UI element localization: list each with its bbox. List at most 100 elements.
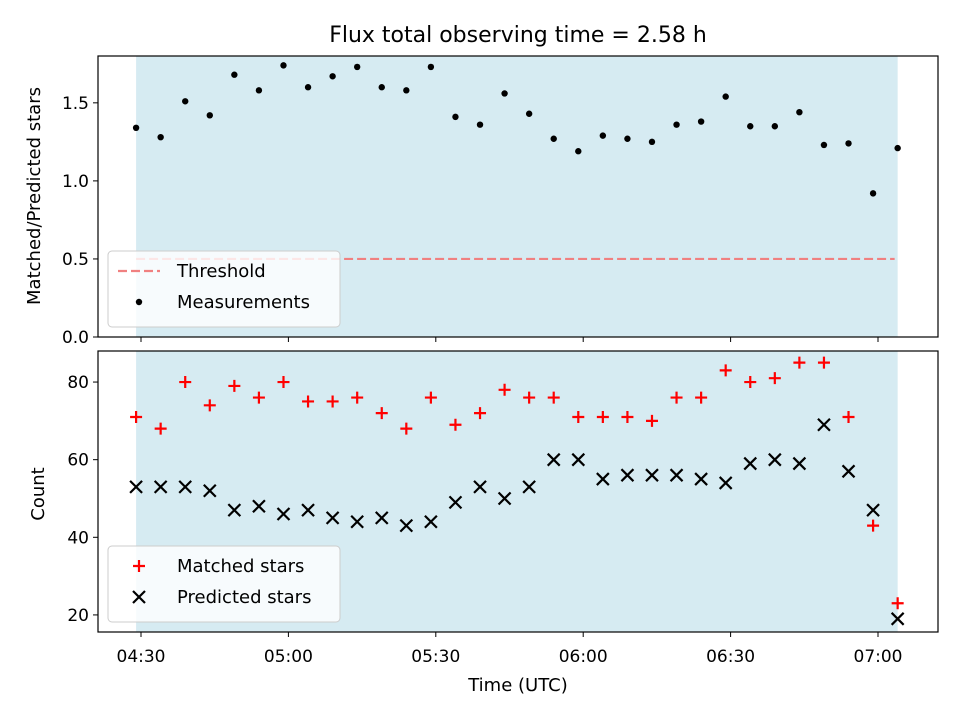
top-point: [673, 121, 680, 128]
bottom-series-1: [129, 417, 905, 626]
bottom-point: [522, 480, 536, 494]
top-point: [329, 73, 336, 80]
top-point: [304, 84, 312, 91]
bottom-point: [351, 391, 364, 404]
bottom-y-tick-label: 40: [67, 528, 89, 548]
bottom-point: [866, 503, 880, 517]
top-point: [869, 190, 877, 197]
top-point: [501, 90, 508, 97]
bottom-point: [547, 391, 560, 404]
bottom-point: [350, 514, 364, 529]
bottom-point: [817, 417, 831, 432]
bottom-point: [301, 503, 315, 517]
top-point: [796, 109, 803, 116]
top-y-tick-label: 0.5: [62, 250, 89, 270]
bottom-point: [424, 391, 437, 404]
bottom-point: [572, 410, 585, 423]
top-point: [550, 135, 557, 142]
bottom-legend-plus-swatch: [133, 560, 145, 572]
bottom-point: [203, 399, 216, 412]
top-point: [231, 71, 238, 78]
bottom-point: [154, 422, 167, 435]
bottom-point: [400, 422, 413, 435]
top-panel: 0.0 0.5 1.0 1.5 Threshold Measurements: [62, 55, 939, 348]
top-y-tick-label: 1.5: [62, 94, 89, 114]
bottom-point: [326, 395, 339, 408]
bottom-point: [203, 483, 217, 498]
bottom-point: [743, 456, 758, 471]
top-point: [206, 112, 213, 119]
top-point: [648, 138, 656, 146]
bottom-point: [228, 379, 241, 392]
bottom-point: [153, 480, 168, 494]
x-axis-label: Time (UTC): [467, 675, 568, 696]
bottom-point: [179, 376, 192, 389]
top-y-tick-label: 0.0: [62, 328, 89, 348]
bottom-legend-label: Matched stars: [177, 556, 304, 577]
bottom-point: [891, 597, 904, 610]
top-point: [525, 110, 533, 117]
bottom-point: [497, 491, 512, 506]
bottom-point: [694, 472, 708, 486]
bottom-point: [841, 464, 856, 479]
bottom-point: [695, 391, 708, 404]
top-point: [182, 98, 189, 105]
bottom-point: [793, 356, 806, 369]
bottom-point: [375, 407, 388, 420]
bottom-point: [645, 414, 658, 427]
bottom-axes-frame: [97, 350, 939, 633]
top-point: [353, 63, 361, 71]
top-point: [255, 87, 263, 94]
top-point: [599, 132, 607, 139]
top-point: [132, 124, 140, 132]
bottom-x-tick-label: 07:00: [854, 647, 903, 667]
bottom-point: [792, 456, 807, 471]
top-point: [427, 63, 435, 71]
top-axes-frame: [97, 55, 939, 338]
bottom-x-tick-label: 04:30: [117, 647, 166, 667]
bottom-point: [571, 452, 586, 467]
top-point: [697, 118, 705, 125]
bottom-point: [277, 376, 290, 389]
bottom-point: [890, 612, 905, 626]
top-point: [820, 141, 828, 149]
top-point: [894, 144, 901, 152]
bottom-point: [669, 468, 684, 482]
bottom-point: [719, 364, 732, 377]
top-y-axis-label: Matched/Predicted stars: [24, 87, 45, 305]
bottom-x-tick-label: 05:30: [411, 647, 460, 667]
bottom-point: [817, 356, 830, 369]
bottom-point: [252, 391, 265, 404]
bottom-point: [252, 499, 266, 514]
bottom-point: [498, 383, 511, 396]
top-point: [476, 121, 484, 128]
bottom-point: [744, 376, 757, 389]
bottom-y-tick-label: 20: [67, 606, 89, 626]
bottom-x-tick-label: 05:00: [264, 647, 313, 667]
bottom-point: [620, 468, 635, 482]
bottom-point: [276, 507, 291, 521]
bottom-point: [129, 480, 143, 494]
bottom-series-0: [130, 356, 904, 610]
bottom-point: [473, 480, 487, 494]
bottom-point: [768, 372, 781, 385]
bottom-point: [596, 410, 609, 423]
bottom-panel: 20 40 60 80 04:30 05:00 05:30 06:00 06:30 07:00 Ma…: [67, 350, 939, 667]
top-point: [845, 140, 852, 147]
top-point: [722, 93, 729, 100]
top-point: [403, 87, 410, 94]
top-legend-label: Threshold: [176, 261, 266, 282]
top-point: [452, 113, 459, 121]
top-point: [575, 148, 582, 155]
top-point: [771, 123, 779, 130]
bottom-point: [596, 472, 610, 486]
bottom-point: [523, 391, 536, 404]
bottom-point: [325, 511, 340, 525]
bottom-point: [645, 468, 659, 482]
top-legend: Threshold Measurements: [107, 250, 341, 328]
top-point: [747, 123, 754, 130]
top-point: [624, 135, 631, 142]
bottom-y-tick-label: 60: [67, 451, 89, 471]
top-point: [280, 62, 287, 69]
